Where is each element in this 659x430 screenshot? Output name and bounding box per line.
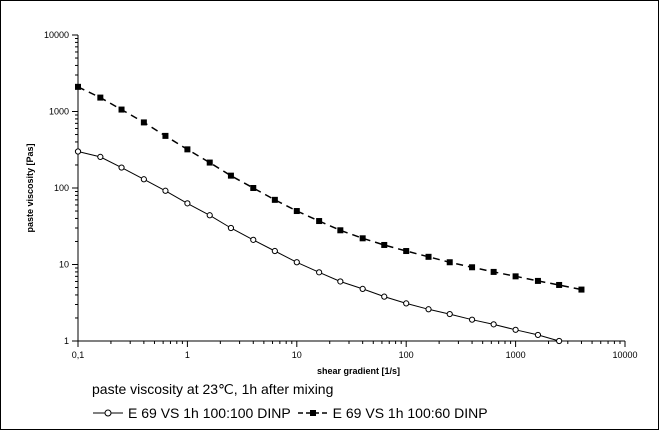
data-point <box>162 187 169 194</box>
data-point <box>293 208 300 215</box>
data-point <box>293 259 300 266</box>
legend-item-series-1: E 69 VS 1h 100:100 DINP <box>92 405 291 421</box>
data-point <box>425 306 432 313</box>
data-point <box>512 326 519 333</box>
x-tick-label: 1 <box>185 350 190 360</box>
data-point <box>316 269 323 276</box>
y-axis-title: paste viscosity [Pas] <box>25 143 35 232</box>
data-point <box>469 264 476 271</box>
series-2-line <box>77 86 582 291</box>
data-point <box>359 285 366 292</box>
data-point <box>403 248 410 255</box>
data-point <box>337 278 344 285</box>
data-point <box>468 316 476 323</box>
data-point <box>271 247 278 255</box>
data-point <box>534 331 542 339</box>
series-2 <box>75 83 585 293</box>
legend: E 69 VS 1h 100:100 DINP E 69 VS 1h 100:6… <box>92 405 494 421</box>
y-tick-label: 1 <box>64 336 69 346</box>
data-point <box>97 153 104 160</box>
data-point <box>140 176 147 183</box>
data-point <box>227 172 234 179</box>
filled-square-dashed-line-icon <box>297 410 328 416</box>
data-point <box>381 241 388 248</box>
data-point <box>316 218 323 225</box>
data-point <box>75 83 81 90</box>
data-point <box>271 196 278 203</box>
data-point <box>403 300 410 307</box>
data-point <box>556 281 563 288</box>
data-point <box>184 146 191 153</box>
series-1-line <box>77 151 560 342</box>
data-point <box>250 236 257 243</box>
series-1 <box>74 148 563 345</box>
open-circle-line-icon <box>93 409 123 417</box>
data-point <box>227 224 235 232</box>
data-point <box>512 273 519 280</box>
data-point <box>184 200 191 207</box>
chart-caption: paste viscosity at 23℃, 1h after mixing <box>92 381 334 397</box>
y-tick-label: 10 <box>59 260 69 270</box>
data-point <box>337 227 344 234</box>
data-point <box>534 277 541 284</box>
data-point <box>74 148 82 155</box>
data-point <box>206 212 213 219</box>
x-axis-title: shear gradient [1/s] <box>317 366 400 376</box>
legend-label-series-1: E 69 VS 1h 100:100 DINP <box>128 405 291 421</box>
data-point <box>97 94 104 101</box>
legend-label-series-2: E 69 VS 1h 100:60 DINP <box>332 405 488 421</box>
data-point <box>118 164 125 171</box>
x-tick-label: 0,1 <box>72 350 85 360</box>
x-tick-label: 10 <box>292 350 302 360</box>
data-point <box>556 337 563 345</box>
data-point <box>578 286 585 293</box>
x-tick-label: 10000 <box>612 350 637 360</box>
legend-item-series-2: E 69 VS 1h 100:60 DINP <box>297 405 488 421</box>
data-point <box>490 268 497 275</box>
data-point <box>140 119 147 126</box>
y-tick-label: 100 <box>54 183 69 193</box>
data-point <box>381 293 388 300</box>
series-layer <box>74 83 585 345</box>
y-tick-label: 1000 <box>49 107 69 117</box>
data-point <box>490 321 497 328</box>
data-point <box>446 259 453 266</box>
data-point <box>162 132 169 139</box>
data-point <box>250 185 257 191</box>
data-point <box>359 235 366 242</box>
x-tick-label: 1000 <box>506 350 526 360</box>
data-point <box>425 253 432 260</box>
data-point <box>446 310 453 318</box>
data-point <box>118 106 125 113</box>
x-tick-label: 100 <box>399 350 414 360</box>
y-tick-label: 10000 <box>44 30 69 40</box>
data-point <box>206 159 213 166</box>
